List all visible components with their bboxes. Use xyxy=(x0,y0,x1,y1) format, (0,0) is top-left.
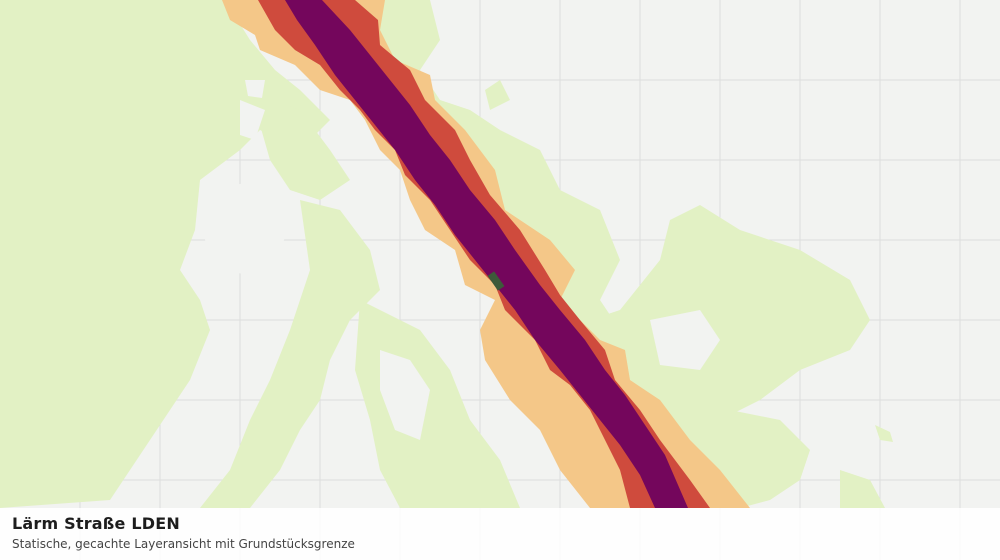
open-land xyxy=(205,80,720,440)
layer-title: Lärm Straße LDEN xyxy=(12,514,180,533)
layer-subtitle: Statische, gecachte Layeransicht mit Gru… xyxy=(12,537,355,551)
caption-panel: Lärm Straße LDEN Statische, gecachte Lay… xyxy=(0,508,1000,560)
noise-zone-high xyxy=(285,0,688,508)
building-marker xyxy=(487,271,505,291)
